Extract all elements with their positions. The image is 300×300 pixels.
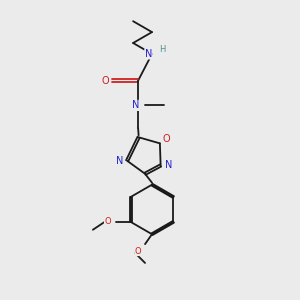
- Text: N: N: [145, 49, 152, 59]
- Text: H: H: [159, 45, 165, 54]
- Text: O: O: [135, 247, 141, 256]
- Text: O: O: [104, 217, 111, 226]
- Text: O: O: [102, 76, 109, 85]
- Text: N: N: [165, 160, 172, 170]
- Text: O: O: [162, 134, 169, 144]
- Text: N: N: [116, 156, 123, 166]
- Text: N: N: [132, 100, 140, 110]
